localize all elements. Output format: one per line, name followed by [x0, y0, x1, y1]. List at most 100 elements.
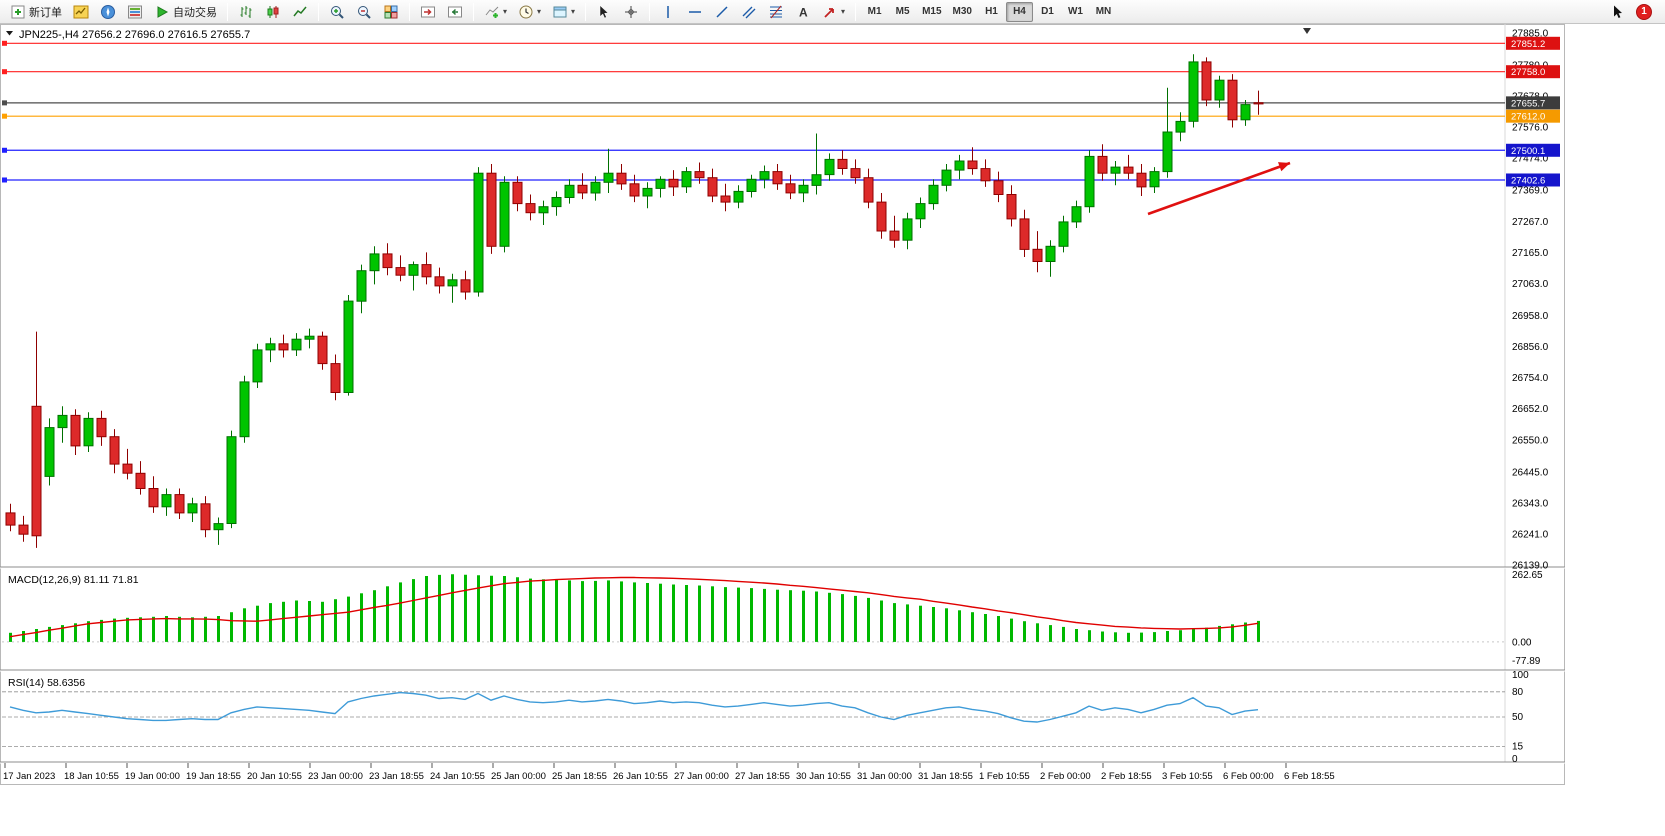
svg-text:27851.2: 27851.2 [1511, 39, 1545, 50]
svg-text:26550.0: 26550.0 [1512, 435, 1549, 446]
auto-trading-button[interactable]: 自动交易 [149, 2, 222, 22]
text-tool-icon: A [799, 5, 808, 19]
timeframe-label: MN [1095, 6, 1112, 17]
svg-text:1 Feb 10:55: 1 Feb 10:55 [979, 771, 1030, 782]
market-watch-icon [73, 5, 89, 18]
indicators-button[interactable]: ▾ [479, 2, 512, 22]
timeframe-h4-button[interactable]: H4 [1005, 1, 1033, 22]
svg-text:27612.0: 27612.0 [1511, 112, 1545, 123]
timeframe-m15-button[interactable]: M15 [917, 2, 946, 22]
svg-text:50: 50 [1512, 712, 1524, 723]
cursor-tool-button[interactable] [591, 2, 617, 22]
toolbar-separator [227, 2, 228, 21]
svg-text:26445.0: 26445.0 [1512, 467, 1549, 478]
templates-button[interactable]: ▾ [547, 2, 580, 22]
timeframe-w1-button[interactable]: W1 [1062, 2, 1089, 22]
fibonacci-icon [770, 5, 783, 18]
chart-shift-button[interactable] [415, 2, 441, 22]
navigator-button[interactable] [95, 2, 121, 22]
notification-badge[interactable]: 1 [1636, 3, 1652, 20]
zoom-in-icon [331, 5, 344, 19]
fibonacci-tool-button[interactable] [763, 2, 789, 22]
timeframe-label: D1 [1041, 6, 1054, 17]
timeframe-d1-button[interactable]: D1 [1034, 2, 1061, 22]
svg-text:0.00: 0.00 [1512, 637, 1532, 648]
candlestick-chart-icon [267, 5, 279, 18]
svg-text:23 Jan 18:55: 23 Jan 18:55 [369, 771, 424, 782]
auto-trading-icon [157, 5, 169, 18]
pointer-mode-button[interactable] [1605, 2, 1631, 22]
svg-text:27655.7: 27655.7 [1511, 98, 1545, 109]
crosshair-tool-button[interactable] [618, 2, 644, 22]
horizontal-line-tool-button[interactable] [682, 2, 708, 22]
rsi-panel: RSI(14) 58.6356 100 80 50 15 0 [2, 670, 1529, 765]
chart-shift-icon [421, 6, 435, 17]
dropdown-caret-icon: ▾ [503, 6, 508, 16]
trendline-tool-button[interactable] [709, 2, 735, 22]
chart-canvas[interactable]: 27885.027780.027678.027576.027474.027369… [0, 24, 1565, 785]
svg-text:262.65: 262.65 [1512, 570, 1543, 581]
chart-region: 27885.027780.027678.027576.027474.027369… [0, 24, 1565, 785]
svg-text:18 Jan 10:55: 18 Jan 10:55 [64, 771, 119, 782]
timeframe-m30-button[interactable]: M30 [948, 2, 977, 22]
symbol-info: JPN225-,H4 27656.2 27696.0 27616.5 27655… [6, 28, 1311, 41]
svg-text:24 Jan 10:55: 24 Jan 10:55 [430, 771, 485, 782]
svg-text:27576.0: 27576.0 [1512, 123, 1549, 134]
line-chart-button[interactable] [287, 2, 313, 22]
market-watch-button[interactable] [68, 2, 94, 22]
horizontal-line-icon [689, 10, 702, 13]
timeframe-h1-button[interactable]: H1 [978, 2, 1005, 22]
chart-frame [0, 24, 1565, 785]
arrows-tool-icon [824, 7, 834, 18]
svg-text:26139.0: 26139.0 [1512, 561, 1549, 572]
arrows-tool-button[interactable]: ▾ [817, 2, 850, 22]
svg-text:A: A [799, 5, 808, 19]
svg-text:27402.6: 27402.6 [1511, 175, 1545, 186]
bar-chart-button[interactable] [233, 2, 259, 22]
timeframe-label: M30 [952, 6, 972, 17]
vertical-line-tool-button[interactable] [655, 2, 681, 22]
timeframe-mn-button[interactable]: MN [1090, 2, 1117, 22]
svg-text:27063.0: 27063.0 [1512, 279, 1549, 290]
dropdown-caret-icon: ▾ [841, 6, 846, 16]
svg-text:-77.89: -77.89 [1512, 656, 1541, 667]
periods-button[interactable]: ▾ [513, 2, 546, 22]
svg-text:25 Jan 00:00: 25 Jan 00:00 [491, 771, 546, 782]
svg-text:31 Jan 18:55: 31 Jan 18:55 [918, 771, 973, 782]
svg-text:0: 0 [1512, 754, 1518, 765]
svg-text:6 Feb 18:55: 6 Feb 18:55 [1284, 771, 1335, 782]
toolbar-separator [473, 2, 474, 21]
dropdown-caret-icon: ▾ [537, 6, 542, 16]
main-toolbar: 新订单 自动交易 ▾ ▾ ▾ A ▾ [0, 0, 1665, 24]
toolbar-separator [318, 2, 319, 21]
svg-text:23 Jan 00:00: 23 Jan 00:00 [308, 771, 363, 782]
zoom-in-button[interactable] [324, 2, 350, 22]
svg-text:80: 80 [1512, 687, 1524, 698]
svg-text:20 Jan 10:55: 20 Jan 10:55 [247, 771, 302, 782]
tile-windows-icon [384, 5, 398, 18]
tile-windows-button[interactable] [378, 2, 404, 22]
timeframe-m5-button[interactable]: M5 [889, 2, 916, 22]
svg-text:19 Jan 00:00: 19 Jan 00:00 [125, 771, 180, 782]
terminal-button[interactable] [122, 2, 148, 22]
timeframe-m1-button[interactable]: M1 [861, 2, 888, 22]
svg-text:27 Jan 18:55: 27 Jan 18:55 [735, 771, 790, 782]
cursor-icon [599, 4, 609, 18]
svg-text:30 Jan 10:55: 30 Jan 10:55 [796, 771, 851, 782]
auto-scroll-button[interactable] [442, 2, 468, 22]
line-chart-icon [293, 6, 307, 16]
terminal-icon [128, 5, 142, 18]
svg-text:RSI(14) 58.6356: RSI(14) 58.6356 [8, 677, 85, 689]
new-order-button[interactable]: 新订单 [5, 2, 67, 22]
text-tool-button[interactable]: A [790, 2, 816, 22]
time-axis[interactable]: 17 Jan 2023 18 Jan 10:55 19 Jan 00:00 19 Ja… [3, 763, 1335, 782]
svg-text:26343.0: 26343.0 [1512, 498, 1549, 509]
trendline-icon [716, 5, 728, 18]
svg-text:17 Jan 2023: 17 Jan 2023 [3, 771, 55, 782]
svg-text:27500.1: 27500.1 [1511, 146, 1545, 157]
candlestick-chart-button[interactable] [260, 2, 286, 22]
channel-tool-button[interactable] [736, 2, 762, 22]
zoom-out-button[interactable] [351, 2, 377, 22]
svg-text:26652.0: 26652.0 [1512, 404, 1549, 415]
